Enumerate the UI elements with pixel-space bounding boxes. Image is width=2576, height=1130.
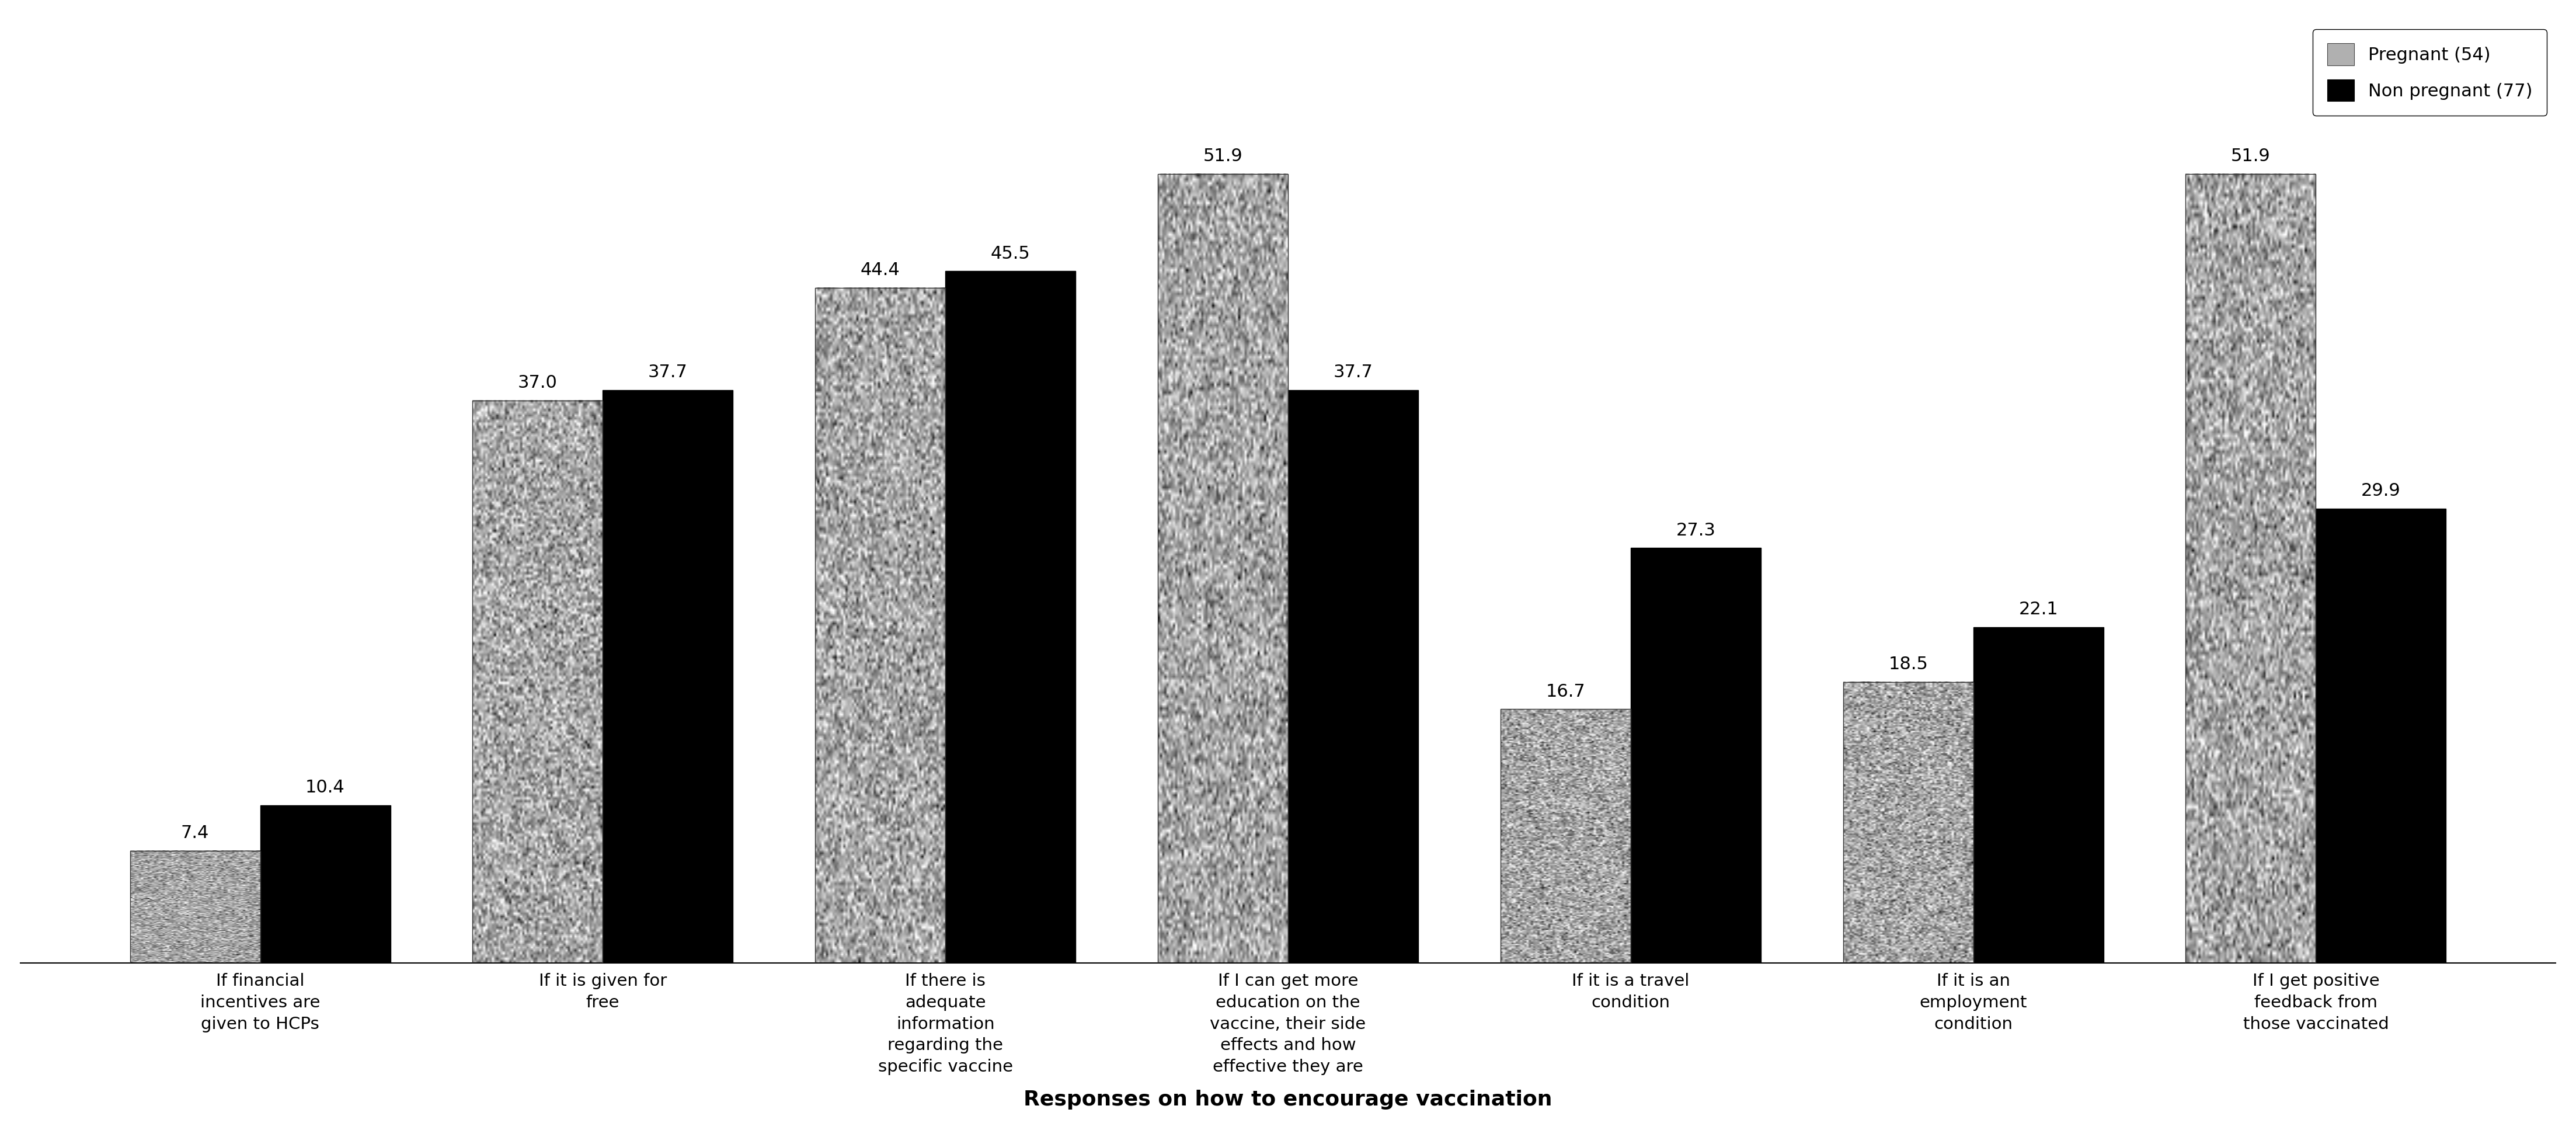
Text: 51.9: 51.9	[2231, 148, 2269, 165]
Bar	[1157, 174, 1288, 963]
Bar	[945, 271, 1077, 963]
Text: 7.4: 7.4	[180, 825, 209, 842]
Bar	[1288, 390, 1419, 963]
X-axis label: Responses on how to encourage vaccination: Responses on how to encourage vaccinatio…	[1023, 1089, 1553, 1110]
Bar	[1499, 710, 1631, 963]
Text: 10.4: 10.4	[307, 779, 345, 796]
Text: 51.9: 51.9	[1203, 148, 1242, 165]
Legend: Pregnant (54), Non pregnant (77): Pregnant (54), Non pregnant (77)	[2313, 29, 2548, 115]
Text: 27.3: 27.3	[1677, 522, 1716, 539]
Bar	[471, 400, 603, 963]
Bar	[1842, 681, 1973, 963]
Bar	[603, 390, 734, 963]
Bar	[1973, 627, 2105, 963]
Bar	[2316, 508, 2447, 963]
Text: 44.4: 44.4	[860, 262, 899, 279]
Bar	[129, 851, 260, 963]
Bar	[1631, 548, 1762, 963]
Text: 16.7: 16.7	[1546, 684, 1584, 701]
Text: 37.0: 37.0	[518, 374, 556, 391]
Bar	[2184, 174, 2316, 963]
Text: 22.1: 22.1	[2020, 601, 2058, 618]
Text: 37.7: 37.7	[649, 364, 688, 381]
Text: 18.5: 18.5	[1888, 655, 1927, 672]
Text: 37.7: 37.7	[1334, 364, 1373, 381]
Bar	[814, 288, 945, 963]
Text: 45.5: 45.5	[992, 245, 1030, 262]
Text: 29.9: 29.9	[2362, 483, 2401, 499]
Bar	[260, 805, 392, 963]
